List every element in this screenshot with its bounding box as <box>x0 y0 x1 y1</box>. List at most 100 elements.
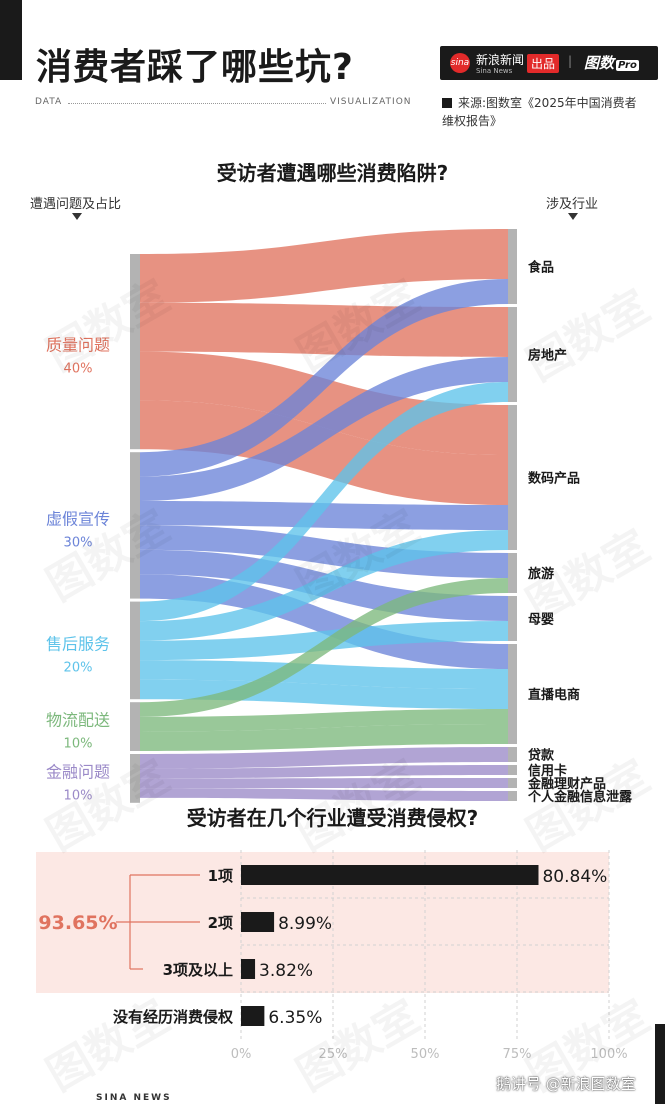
sankey-source-pct: 10% <box>64 788 93 803</box>
sankey-flow <box>140 351 508 455</box>
sankey-source-label: 物流配送 <box>46 711 110 730</box>
sankey-flow <box>140 530 508 641</box>
sankey-source-pct: 20% <box>64 660 93 675</box>
brand-pro-badge: Pro <box>616 60 639 71</box>
sankey-target-label: 房地产 <box>528 348 567 364</box>
sankey-flow <box>140 400 508 505</box>
sankey-source-node <box>130 754 140 803</box>
sankey-target-label: 母婴 <box>528 612 554 628</box>
footer-attribution: 鹅讲号 @新浪图数室 <box>496 1075 636 1093</box>
bar-value-label: 8.99% <box>278 914 332 934</box>
sankey-flow <box>140 357 508 501</box>
sankey-source-label: 金融问题 <box>46 762 110 781</box>
sankey-target-node <box>508 765 517 775</box>
x-tick-label: 25% <box>319 1047 348 1062</box>
brand-product-name: 图数 <box>584 54 615 72</box>
sina-logo-icon: sina <box>450 53 470 73</box>
bar-category-label: 2项 <box>208 914 233 932</box>
sankey-source-node <box>130 601 140 700</box>
sankey-target-label: 信用卡 <box>528 763 567 779</box>
sankey-flow <box>140 765 508 779</box>
dotted-divider <box>68 103 326 104</box>
sankey-source-pct: 30% <box>64 535 93 550</box>
square-bullet-icon <box>442 98 452 108</box>
sankey-flow <box>140 382 508 622</box>
brand-bar: sina 新浪新闻 Sina News 出品 | 图数 Pro <box>440 46 658 80</box>
brand-separator: | <box>568 54 573 68</box>
sankey-flow <box>140 525 508 578</box>
bar <box>241 1006 265 1026</box>
source-note: 来源:图数室《2025年中国消费者维权报告》 <box>442 94 642 130</box>
brand-sub: Sina News <box>476 67 513 75</box>
sankey-source-node <box>130 452 140 599</box>
bar-category-label: 没有经历消费侵权 <box>113 1008 234 1026</box>
sankey-target-node <box>508 229 517 304</box>
sankey-flow <box>140 302 508 357</box>
sankey-target-node <box>508 596 517 641</box>
x-tick-label: 0% <box>231 1047 252 1062</box>
sankey-source-label: 质量问题 <box>46 336 110 355</box>
triangle-down-icon <box>568 213 578 220</box>
sankey-target-label: 直播电商 <box>528 687 580 703</box>
sankey-target-label: 食品 <box>528 260 554 276</box>
sankey-target-node <box>508 553 517 593</box>
bar-chart-title: 受访者在几个行业遭受消费侵权? <box>186 806 479 830</box>
x-tick-label: 75% <box>503 1047 532 1062</box>
sankey-target-node <box>508 791 517 801</box>
footer-brand: SINA NEWS <box>96 1093 172 1103</box>
sankey-flow <box>140 778 508 789</box>
corner-decoration <box>0 0 22 80</box>
sankey-source-pct: 10% <box>64 737 93 752</box>
bar <box>241 959 256 979</box>
sankey-flow <box>140 501 508 530</box>
sankey-source-node <box>130 702 140 751</box>
data-label: DATA <box>35 97 63 107</box>
sankey-flow <box>140 679 508 709</box>
sankey-right-heading: 涉及行业 <box>546 197 599 212</box>
sankey-source-label: 虚假宣传 <box>46 509 110 528</box>
sankey-source-node <box>130 254 140 450</box>
sankey-target-node <box>508 307 517 402</box>
sankey-target-label: 旅游 <box>528 566 554 582</box>
x-tick-label: 100% <box>590 1047 627 1062</box>
visualization-label: VISUALIZATION <box>330 97 412 107</box>
sankey-flow <box>140 788 508 801</box>
bar-value-label: 3.82% <box>259 961 313 981</box>
sankey-flow <box>140 578 508 717</box>
source-text: 来源:图数室《2025年中国消费者维权报告》 <box>442 96 637 128</box>
sankey-target-label: 金融理财产品 <box>527 776 606 792</box>
sankey-target-node <box>508 405 517 550</box>
sankey-target-node <box>508 747 517 762</box>
sankey-target-node <box>508 644 517 744</box>
sankey-flow <box>140 709 508 732</box>
group-total-label: 93.65% <box>38 912 117 934</box>
sankey-flows <box>140 229 508 801</box>
brand-product: 图数 Pro <box>584 52 639 73</box>
sankey-source-pct: 40% <box>64 362 93 377</box>
sankey-target-label: 个人金融信息泄露 <box>527 789 633 805</box>
sankey-flow <box>140 747 508 769</box>
x-tick-label: 50% <box>411 1047 440 1062</box>
bar-value-label: 6.35% <box>268 1008 322 1028</box>
sankey-title: 受访者遭遇哪些消费陷阱? <box>216 161 449 185</box>
bar-category-label: 1项 <box>208 867 233 885</box>
sankey-target-label: 贷款 <box>528 748 555 764</box>
sankey-flow <box>140 229 508 303</box>
brand-name: 新浪新闻 <box>476 53 525 67</box>
sankey-source-label: 售后服务 <box>46 634 110 653</box>
brand-badge: 出品 <box>527 54 560 73</box>
page-title: 消费者踩了哪些坑? <box>36 47 354 88</box>
sankey-target-node <box>508 778 517 788</box>
bar-value-label: 80.84% <box>542 867 607 887</box>
sankey-left-heading: 遭遇问题及占比 <box>30 197 122 212</box>
sankey-flow <box>140 279 508 477</box>
sankey-flow <box>140 660 508 689</box>
bar-category-label: 3项及以上 <box>163 961 233 979</box>
triangle-down-icon <box>72 213 82 220</box>
bar <box>241 912 275 932</box>
corner-decoration <box>655 1024 665 1104</box>
sankey-target-label: 数码产品 <box>528 471 580 487</box>
sankey-flow <box>140 724 508 751</box>
bar <box>241 865 539 885</box>
